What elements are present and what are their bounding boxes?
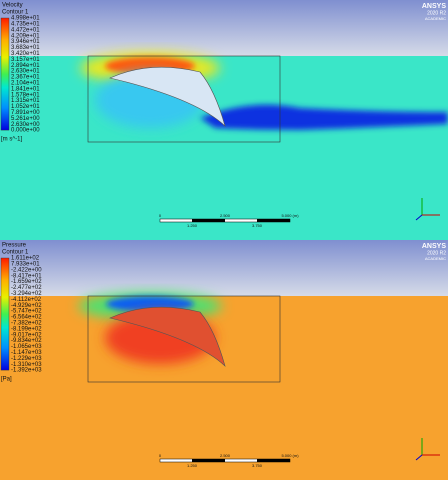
legend-label: -1.147e+03 — [11, 350, 42, 356]
legend-label: -8.417e+01 — [11, 273, 42, 279]
scale-label: 5.000 (m) — [281, 213, 299, 218]
legend-label: 2.104e+01 — [11, 80, 40, 86]
scale-label: 1.250 — [187, 463, 198, 468]
legend-label: 1.315e+01 — [11, 98, 40, 104]
scale-label: 5.000 (m) — [281, 453, 299, 458]
legend-label: 3.157e+01 — [11, 57, 40, 63]
legend-label: -9.017e+02 — [11, 332, 42, 338]
axis-triad — [415, 454, 423, 461]
legend-unit: [m s^-1] — [1, 137, 22, 143]
scale-label: 0 — [159, 213, 162, 218]
scale-bar-segment — [192, 459, 225, 462]
legend-label: 3.946e+01 — [11, 39, 40, 45]
legend-label: -2.477e+02 — [11, 285, 42, 291]
colorbar — [0, 257, 10, 371]
legend-label: 3.420e+01 — [11, 51, 40, 57]
scale-label: 1.250 — [187, 223, 198, 228]
legend-label: 7.933e+01 — [11, 261, 40, 267]
scale-label: 2.500 — [220, 453, 231, 458]
legend-label: -1.310e+03 — [11, 362, 42, 368]
legend-label: -1.065e+03 — [11, 344, 42, 350]
panel-subtitle: Contour 1 — [2, 250, 29, 256]
legend-label: 4.472e+01 — [11, 27, 40, 33]
axis-triad — [415, 214, 423, 221]
legend-label: 4.209e+01 — [11, 33, 40, 39]
scale-label: 2.500 — [220, 213, 231, 218]
legend-label: -8.199e+02 — [11, 326, 42, 332]
logo-name: ANSYS — [422, 3, 446, 10]
legend-label: 2.630e+01 — [11, 69, 40, 75]
legend-label: -4.112e+02 — [11, 297, 42, 303]
legend-label: 4.998e+01 — [11, 16, 40, 22]
legend-label: 5.261e+00 — [11, 116, 40, 122]
legend-unit: [Pa] — [1, 377, 12, 383]
legend-label: -9.834e+02 — [11, 338, 42, 344]
scale-bar-segment — [257, 219, 290, 222]
pressure-field — [0, 240, 448, 480]
legend-label: -7.382e+02 — [11, 320, 42, 326]
scale-label: 0 — [159, 453, 162, 458]
legend-label: -5.747e+02 — [11, 309, 42, 315]
logo-version: 2020 R2 — [427, 10, 446, 16]
logo-edition: ACADEMIC — [425, 16, 446, 21]
legend-label: 1.841e+01 — [11, 86, 40, 92]
logo-version: 2020 R2 — [427, 250, 446, 256]
legend-label: -6.564e+02 — [11, 315, 42, 321]
velocity-field — [0, 0, 448, 240]
legend-label: 7.891e+00 — [11, 110, 40, 116]
legend-label: -1.229e+03 — [11, 356, 42, 362]
legend-label: -3.294e+02 — [11, 291, 42, 297]
legend-label: 4.735e+01 — [11, 21, 40, 27]
logo-name: ANSYS — [422, 243, 446, 250]
scale-bar-segment — [192, 219, 225, 222]
legend-label: 3.683e+01 — [11, 45, 40, 51]
panel-subtitle: Contour 1 — [2, 10, 29, 16]
legend-label: -1.659e+02 — [11, 279, 42, 285]
scale-label: 3.750 — [252, 223, 263, 228]
colorbar — [0, 17, 10, 131]
legend-label: 1.611e+02 — [11, 256, 40, 262]
legend-label: -4.929e+02 — [11, 303, 42, 309]
scale-bar-segment — [257, 459, 290, 462]
logo-edition: ACADEMIC — [425, 256, 446, 261]
legend-label: 2.894e+01 — [11, 63, 40, 69]
panel-title: Velocity — [2, 3, 23, 9]
legend-label: 1.052e+01 — [11, 104, 40, 110]
legend-label: -2.422e+00 — [11, 267, 42, 273]
legend-label: 2.630e+00 — [11, 122, 40, 128]
legend-label: 2.367e+01 — [11, 75, 40, 81]
legend-label: 0.000e+00 — [11, 128, 40, 134]
legend-label: -1.392e+03 — [11, 368, 42, 374]
legend-label: 1.578e+01 — [11, 92, 40, 98]
panel-title: Pressure — [2, 243, 27, 249]
scale-label: 3.750 — [252, 463, 263, 468]
